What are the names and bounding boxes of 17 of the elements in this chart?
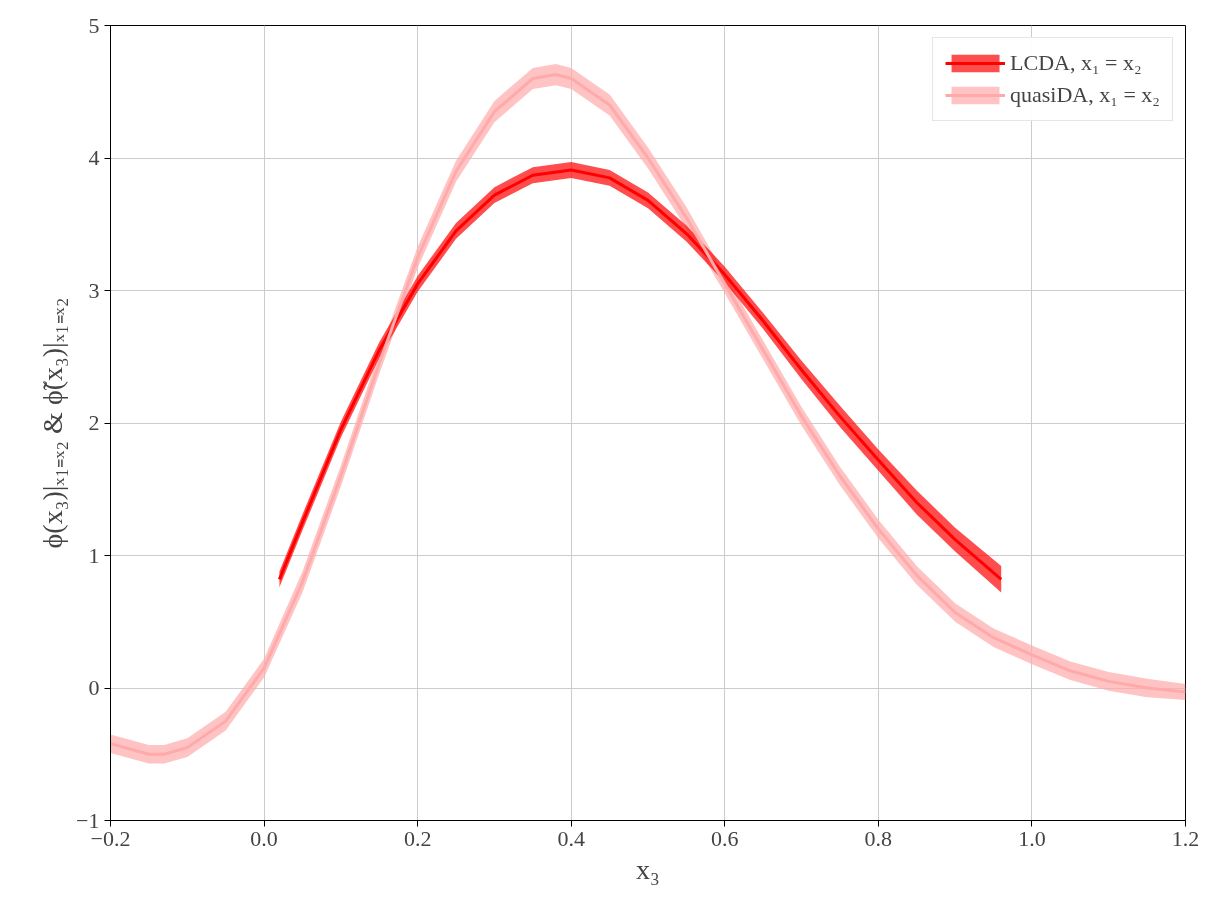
x-tick-label: 0.6 (711, 825, 739, 851)
x-tick-label: 0.8 (864, 825, 893, 851)
y-tick-label: 1 (88, 542, 100, 568)
legend-label: quasiDA, x₁ = x₂ (1010, 82, 1160, 108)
x-axis-title: x₃ (636, 853, 660, 885)
y-tick-label: 4 (88, 145, 100, 170)
y-tick-label: 3 (88, 277, 100, 303)
x-tick-label: 0.0 (250, 825, 278, 851)
y-axis-title: ϕ(x₃)|ₓ₁₌ₓ₂ & ϕ̃(x₃)|ₓ₁₌ₓ₂ (37, 297, 69, 549)
legend-label: LCDA, x₁ = x₂ (1010, 50, 1142, 76)
y-tick-label: 2 (88, 410, 100, 435)
y-tick-label: 0 (88, 675, 100, 700)
x-tick-label: 0.2 (403, 825, 432, 851)
x-tick-label: 1.2 (1171, 825, 1200, 851)
x-tick-label: 1.0 (1018, 825, 1046, 851)
x-tick-label: 0.4 (557, 825, 585, 851)
y-tick-label: 5 (88, 12, 100, 38)
